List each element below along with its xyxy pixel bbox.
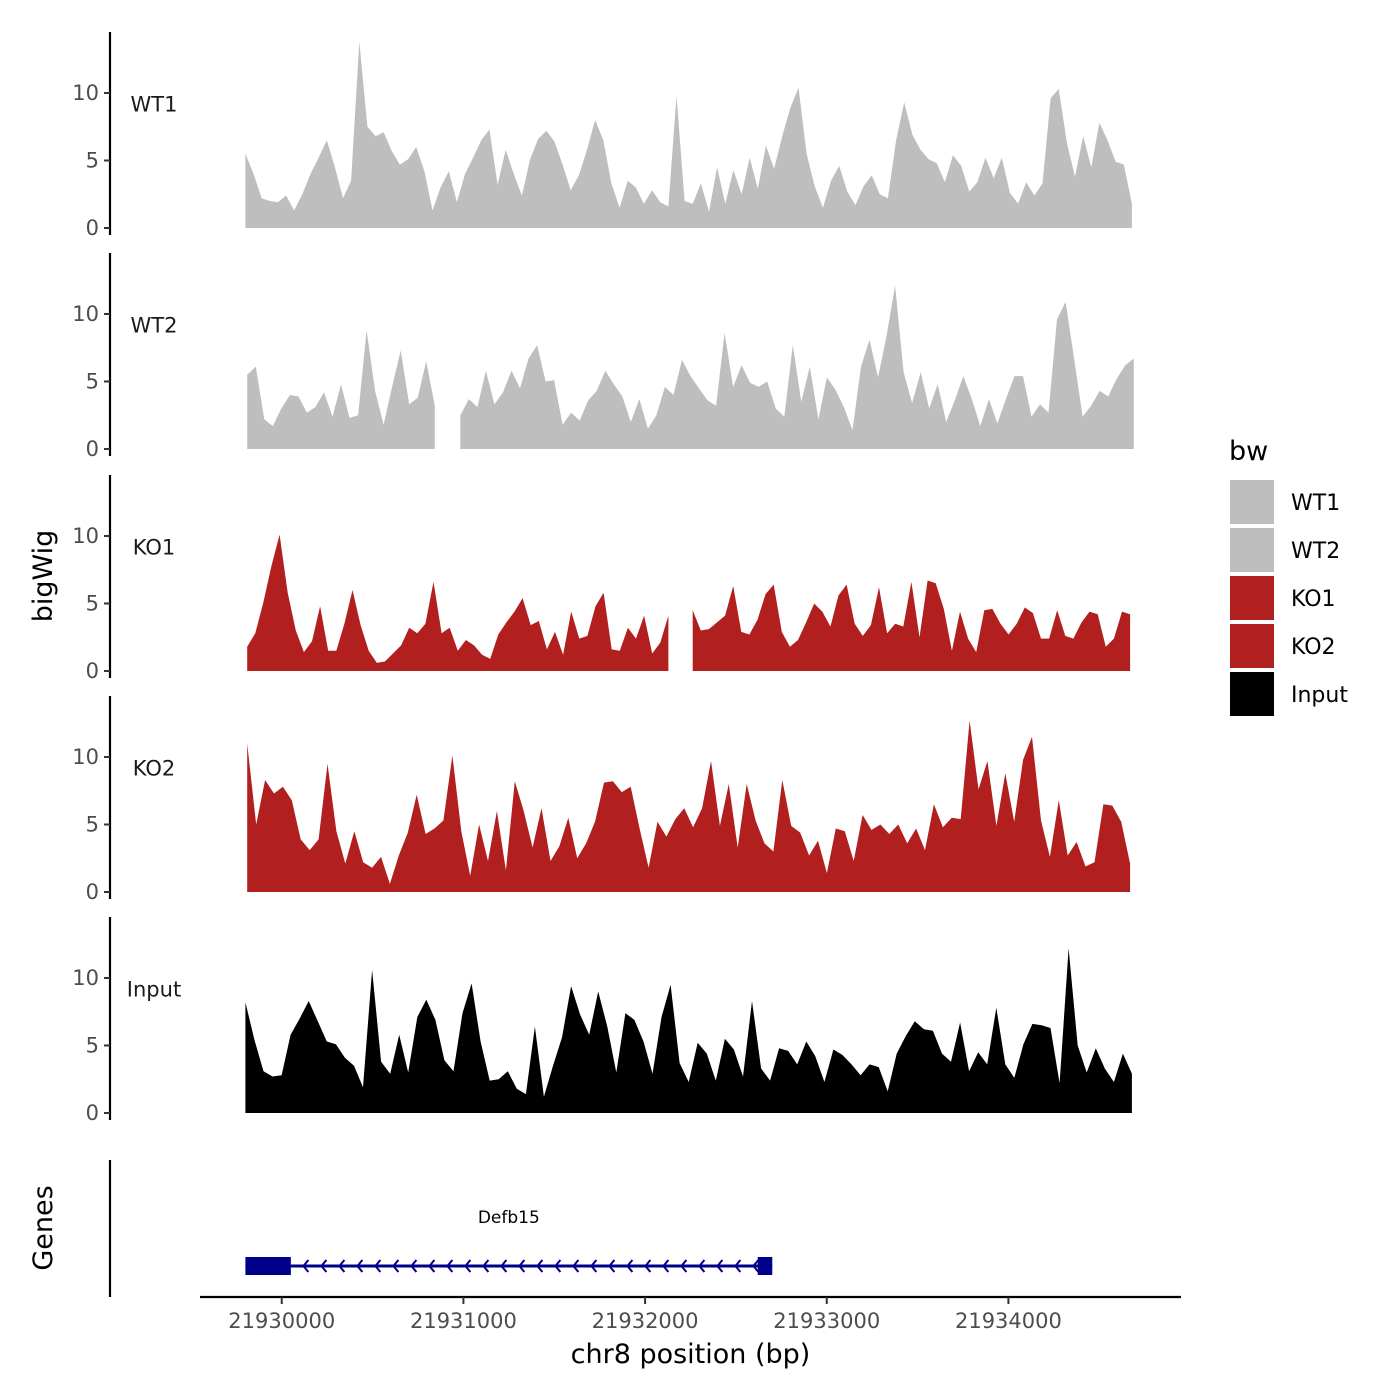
area-wt1 <box>245 41 1132 229</box>
x-tick-label-21934000: 21934000 <box>955 1309 1062 1333</box>
strand-arrow <box>644 1259 652 1273</box>
strand-arrow <box>536 1259 544 1273</box>
y-tick-label-wt2-5: 5 <box>86 370 99 394</box>
x-tick-label-21931000: 21931000 <box>410 1309 517 1333</box>
y-tick-label-wt1-0: 0 <box>86 216 99 240</box>
exon-1 <box>757 1257 773 1275</box>
track-label-ko1: KO1 <box>133 536 176 560</box>
area-input <box>245 948 1132 1113</box>
legend-key-input <box>1230 672 1274 716</box>
strand-arrow <box>374 1259 382 1273</box>
track-label-wt1: WT1 <box>131 93 178 117</box>
track-label-input: Input <box>127 978 181 1002</box>
strand-arrow <box>608 1259 616 1273</box>
strand-arrow <box>302 1259 310 1273</box>
area-wt2 <box>247 285 1134 449</box>
y-tick-label-ko2-10: 10 <box>72 745 99 769</box>
strand-arrow <box>446 1259 454 1273</box>
genes-axis-title: Genes <box>28 1185 59 1270</box>
legend-key-wt1 <box>1230 480 1274 524</box>
strand-arrow <box>410 1259 418 1273</box>
legend-key-wt2 <box>1230 528 1274 572</box>
strand-arrow <box>734 1259 742 1273</box>
strand-arrow <box>356 1259 364 1273</box>
x-tick-label-21930000: 21930000 <box>228 1309 335 1333</box>
area-ko1 <box>247 534 1131 671</box>
legend-title: bw <box>1229 436 1268 467</box>
strand-arrow <box>680 1259 688 1273</box>
y-tick-label-wt1-5: 5 <box>86 149 99 173</box>
legend-label-wt1: WT1 <box>1291 491 1340 516</box>
strand-arrow <box>392 1259 400 1273</box>
strand-arrow <box>716 1259 724 1273</box>
strand-arrow <box>752 1259 760 1273</box>
x-tick-label-21932000: 21932000 <box>592 1309 699 1333</box>
y-tick-label-input-10: 10 <box>72 966 99 990</box>
track-label-wt2: WT2 <box>131 314 178 338</box>
track-label-ko2: KO2 <box>133 757 176 781</box>
strand-arrow <box>338 1259 346 1273</box>
strand-arrow <box>662 1259 670 1273</box>
y-tick-label-input-0: 0 <box>86 1101 99 1125</box>
y-tick-label-wt1-10: 10 <box>72 81 99 105</box>
y-tick-label-ko2-5: 5 <box>86 813 99 837</box>
strand-arrow <box>482 1259 490 1273</box>
strand-arrow <box>518 1259 526 1273</box>
exon-0 <box>245 1257 291 1275</box>
legend-key-ko2 <box>1230 624 1274 668</box>
strand-arrow <box>428 1259 436 1273</box>
strand-arrow <box>626 1259 634 1273</box>
strand-arrow <box>590 1259 598 1273</box>
legend-label-wt2: WT2 <box>1291 539 1340 564</box>
y-tick-label-wt2-10: 10 <box>72 302 99 326</box>
legend-label-ko1: KO1 <box>1291 587 1336 612</box>
y-tick-label-input-5: 5 <box>86 1034 99 1058</box>
y-tick-label-ko1-5: 5 <box>86 592 99 616</box>
y-tick-label-ko2-0: 0 <box>86 880 99 904</box>
y-axis-title: bigWig <box>28 530 59 623</box>
y-tick-label-ko1-0: 0 <box>86 659 99 683</box>
legend-key-ko1 <box>1230 576 1274 620</box>
strand-arrow <box>320 1259 328 1273</box>
area-ko2 <box>247 720 1131 892</box>
y-tick-label-wt2-0: 0 <box>86 437 99 461</box>
x-tick-label-21933000: 21933000 <box>773 1309 880 1333</box>
strand-arrow <box>554 1259 562 1273</box>
x-axis-title: chr8 position (bp) <box>571 1339 811 1370</box>
strand-arrow <box>464 1259 472 1273</box>
strand-arrow <box>572 1259 580 1273</box>
gene-label-defb15: Defb15 <box>478 1208 540 1228</box>
y-tick-label-ko1-10: 10 <box>72 524 99 548</box>
legend-label-ko2: KO2 <box>1291 635 1336 660</box>
legend-label-input: Input <box>1291 683 1348 708</box>
strand-arrow <box>698 1259 706 1273</box>
strand-arrow <box>500 1259 508 1273</box>
